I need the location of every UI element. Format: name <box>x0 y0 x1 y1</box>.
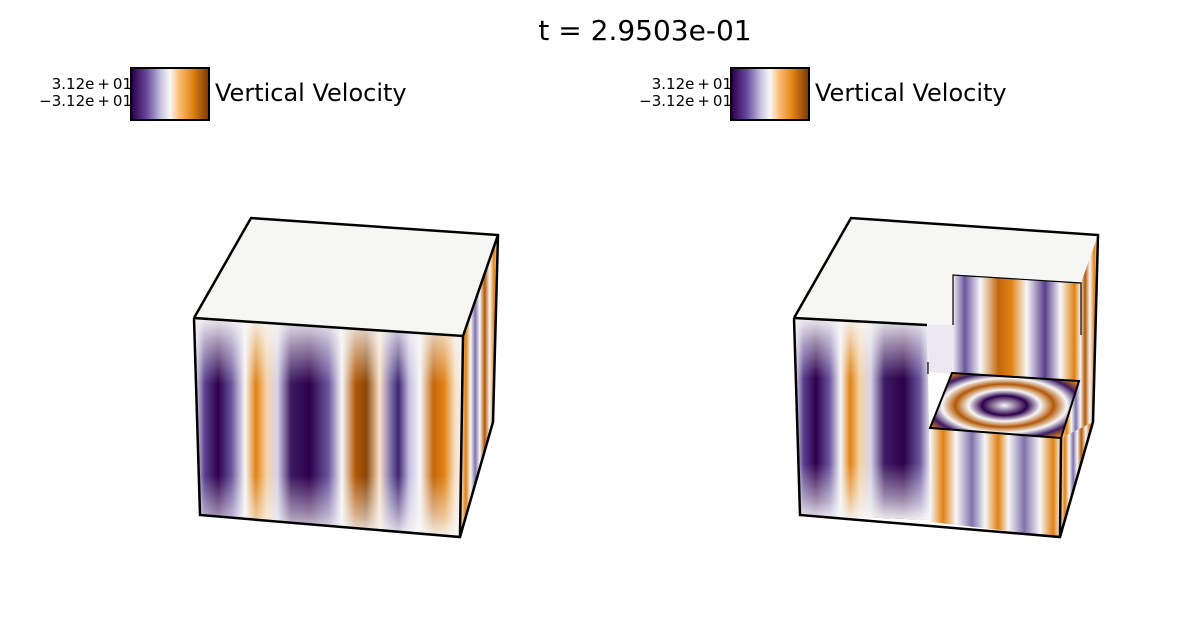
cutaway-lower-front <box>930 428 1061 537</box>
box-side-face <box>460 235 498 537</box>
colorbar-gradient <box>730 67 810 121</box>
colorbar-max-label: 3.12e + 01 <box>651 75 732 93</box>
colorbar-min-label: −3.12e + 01 <box>639 92 732 110</box>
colorbar-field-label: Vertical Velocity <box>815 79 1007 107</box>
box-side-face <box>1061 235 1098 438</box>
right-box-cutaway <box>792 216 1100 539</box>
time-title: t = 2.9503e-01 <box>538 14 752 47</box>
cutaway-inner-wall <box>952 275 1081 382</box>
colorbar-gradient <box>130 67 210 121</box>
colorbar-min-label: −3.12e + 01 <box>39 92 132 110</box>
box-top-face <box>194 218 498 336</box>
box-top-face <box>794 218 1098 325</box>
left-box <box>192 216 500 539</box>
colorbar-max-label: 3.12e + 01 <box>51 75 132 93</box>
colorbar-field-label: Vertical Velocity <box>215 79 407 107</box>
cutaway-horizontal-slice <box>930 373 1079 438</box>
